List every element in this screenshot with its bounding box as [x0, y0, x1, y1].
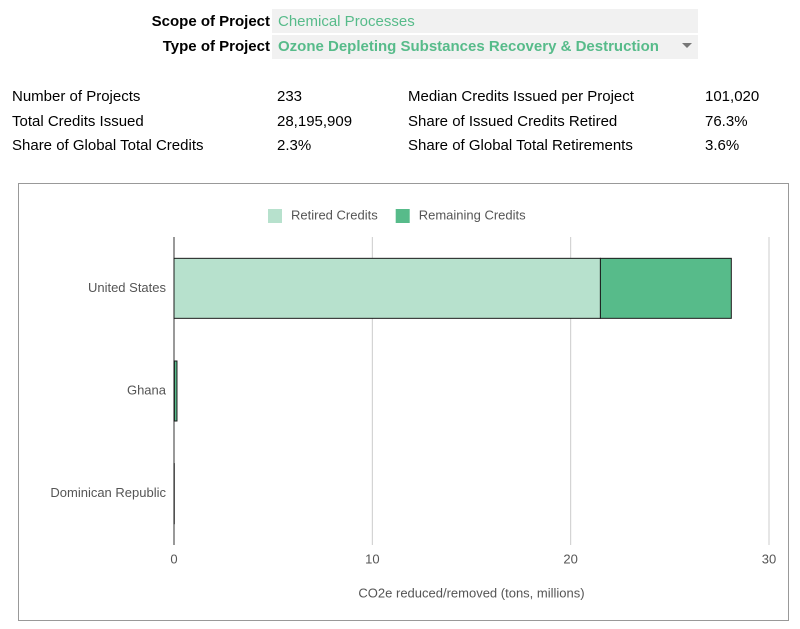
stat-value: 76.3% [705, 112, 748, 130]
x-tick-label: 10 [365, 551, 379, 566]
filter-box[interactable] [272, 9, 698, 33]
legend-label: Retired Credits [291, 207, 378, 222]
stat-value: 101,020 [705, 88, 760, 105]
stat-value: 28,195,909 [277, 112, 353, 130]
stat-label: Number of Projects [12, 88, 141, 105]
filter-value[interactable]: Chemical Processes [278, 13, 415, 30]
legend-swatch [395, 209, 410, 223]
stat-value: 2.3% [277, 137, 312, 154]
stat-label: Share of Global Total Credits [12, 137, 204, 154]
stat-value: 233 [277, 88, 303, 105]
bar-segment [173, 257, 601, 319]
x-tick-label: 0 [170, 551, 177, 566]
x-tick-label: 30 [762, 551, 776, 566]
stat-label: Share of Issued Credits Retired [408, 112, 618, 130]
x-axis-title: CO2e reduced/removed (tons, millions) [358, 585, 584, 600]
filter-label: Scope of Project [151, 13, 270, 30]
legend-swatch [268, 209, 282, 223]
bar-segment [173, 360, 178, 422]
dropdown-arrow[interactable] [682, 43, 692, 49]
filter-box[interactable] [272, 35, 698, 59]
stat-value: 3.6% [705, 137, 740, 154]
bar-segment [599, 257, 732, 319]
stat-label: Total Credits Issued [12, 112, 144, 130]
legend-label: Remaining Credits [419, 207, 526, 222]
stat-label: Median Credits Issued per Project [408, 88, 634, 105]
y-tick-label: Ghana [127, 382, 167, 397]
filter-value[interactable]: Ozone Depleting Substances Recovery & De… [278, 38, 659, 55]
chart-frame [18, 183, 789, 621]
stat-label: Share of Global Total Retirements [408, 137, 633, 154]
y-tick-label: Dominican Republic [50, 485, 166, 500]
x-tick-label: 20 [563, 551, 577, 566]
filter-label: Type of Project [162, 38, 270, 55]
y-tick-label: United States [88, 280, 167, 295]
